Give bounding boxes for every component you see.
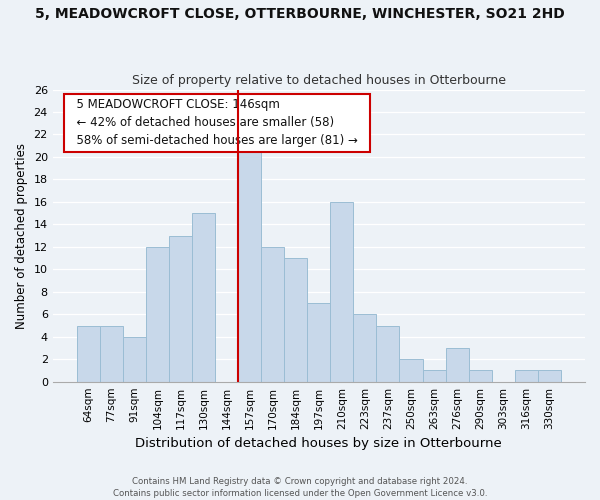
Text: 5, MEADOWCROFT CLOSE, OTTERBOURNE, WINCHESTER, SO21 2HD: 5, MEADOWCROFT CLOSE, OTTERBOURNE, WINCH… xyxy=(35,8,565,22)
Bar xyxy=(192,213,215,382)
Bar xyxy=(538,370,561,382)
Bar xyxy=(469,370,491,382)
Bar xyxy=(307,303,331,382)
Bar xyxy=(100,326,123,382)
Y-axis label: Number of detached properties: Number of detached properties xyxy=(15,142,28,328)
Bar xyxy=(422,370,446,382)
Bar xyxy=(146,247,169,382)
X-axis label: Distribution of detached houses by size in Otterbourne: Distribution of detached houses by size … xyxy=(136,437,502,450)
Bar xyxy=(376,326,400,382)
Text: Contains HM Land Registry data © Crown copyright and database right 2024.
Contai: Contains HM Land Registry data © Crown c… xyxy=(113,476,487,498)
Text: 5 MEADOWCROFT CLOSE: 146sqm
  ← 42% of detached houses are smaller (58)
  58% of: 5 MEADOWCROFT CLOSE: 146sqm ← 42% of det… xyxy=(68,98,365,148)
Title: Size of property relative to detached houses in Otterbourne: Size of property relative to detached ho… xyxy=(132,74,506,87)
Bar xyxy=(400,359,422,382)
Bar xyxy=(169,236,192,382)
Bar xyxy=(77,326,100,382)
Bar xyxy=(515,370,538,382)
Bar xyxy=(123,336,146,382)
Bar xyxy=(446,348,469,382)
Bar xyxy=(331,202,353,382)
Bar xyxy=(261,247,284,382)
Bar xyxy=(284,258,307,382)
Bar xyxy=(238,146,261,382)
Bar xyxy=(353,314,376,382)
